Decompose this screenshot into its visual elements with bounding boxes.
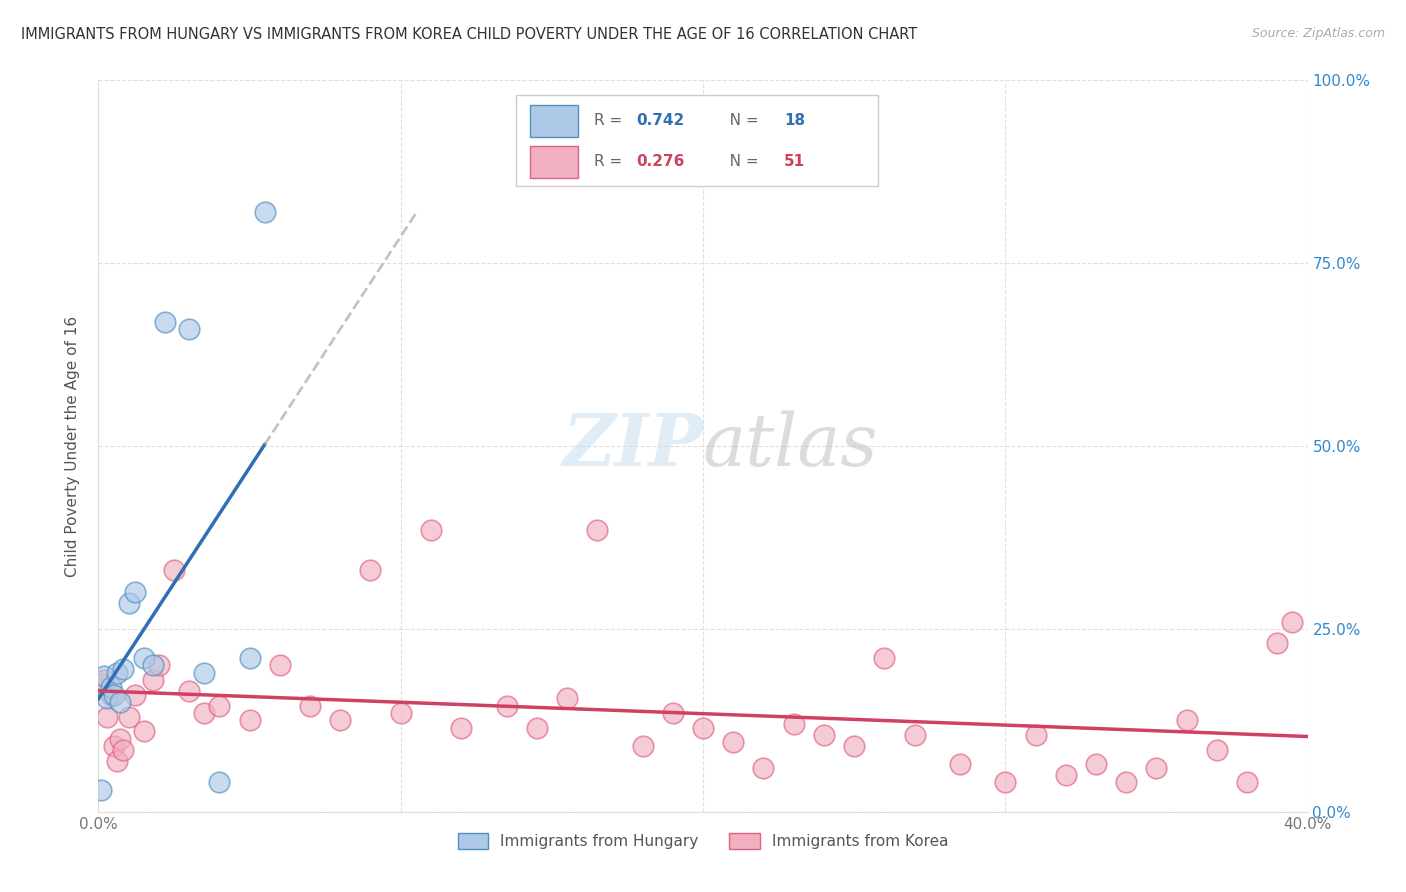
Text: 0.276: 0.276 [637, 154, 685, 169]
Point [90, 782, 112, 797]
FancyBboxPatch shape [530, 104, 578, 136]
Point [1175, 714, 1198, 728]
Text: R =: R = [595, 154, 627, 169]
Point [269, 658, 291, 673]
Point [132, 651, 155, 665]
Point [105, 665, 128, 680]
Point [813, 728, 835, 742]
Point [124, 585, 146, 599]
Point [208, 698, 231, 713]
Point [93, 669, 115, 683]
Y-axis label: Child Poverty Under the Age of 16: Child Poverty Under the Age of 16 [65, 316, 80, 576]
Text: 18: 18 [785, 113, 806, 128]
Legend: Immigrants from Hungary, Immigrants from Korea: Immigrants from Hungary, Immigrants from… [451, 827, 955, 855]
Point [1085, 757, 1108, 772]
Point [239, 714, 262, 728]
Text: 0.742: 0.742 [637, 113, 685, 128]
Text: IMMIGRANTS FROM HUNGARY VS IMMIGRANTS FROM KOREA CHILD POVERTY UNDER THE AGE OF : IMMIGRANTS FROM HUNGARY VS IMMIGRANTS FR… [21, 27, 917, 42]
Point [142, 673, 165, 687]
Point [153, 315, 176, 329]
Point [90, 676, 112, 690]
Point [783, 717, 806, 731]
Point [752, 761, 775, 775]
Point [450, 721, 472, 735]
Point [124, 688, 146, 702]
Point [299, 698, 322, 713]
Point [118, 596, 141, 610]
Point [179, 322, 201, 336]
Point [329, 714, 352, 728]
Point [994, 775, 1017, 789]
Point [389, 706, 412, 720]
Point [904, 728, 927, 742]
Point [873, 651, 896, 665]
Point [118, 709, 141, 723]
Point [163, 563, 186, 577]
Point [93, 673, 115, 687]
Point [1054, 768, 1077, 782]
Point [105, 754, 128, 768]
FancyBboxPatch shape [530, 145, 578, 178]
Point [111, 742, 134, 756]
Point [526, 721, 548, 735]
Point [108, 695, 131, 709]
Point [193, 706, 215, 720]
Text: R =: R = [595, 113, 627, 128]
Point [555, 691, 578, 706]
Point [1144, 761, 1167, 775]
Point [586, 523, 609, 537]
Point [661, 706, 683, 720]
Point [844, 739, 866, 753]
Point [1281, 615, 1303, 629]
Point [1115, 775, 1137, 789]
Point [100, 681, 122, 695]
Point [132, 724, 155, 739]
Text: Source: ZipAtlas.com: Source: ZipAtlas.com [1251, 27, 1385, 40]
Point [1024, 728, 1046, 742]
Point [360, 563, 382, 577]
Point [692, 721, 714, 735]
Point [495, 698, 517, 713]
Point [1267, 636, 1289, 650]
Text: atlas: atlas [703, 410, 879, 482]
Text: N =: N = [716, 113, 763, 128]
Text: ZIP: ZIP [562, 410, 703, 482]
Point [239, 651, 262, 665]
Point [96, 709, 118, 723]
Point [208, 775, 231, 789]
Point [148, 658, 170, 673]
Point [142, 658, 165, 673]
FancyBboxPatch shape [516, 95, 879, 186]
Point [103, 739, 125, 753]
Point [103, 688, 125, 702]
Text: 51: 51 [785, 154, 806, 169]
Point [723, 735, 745, 749]
Point [193, 665, 215, 680]
Point [108, 731, 131, 746]
Point [253, 205, 276, 219]
Point [1206, 742, 1229, 756]
Point [631, 739, 654, 753]
Point [111, 662, 134, 676]
Point [96, 691, 118, 706]
Text: N =: N = [716, 154, 763, 169]
Point [100, 688, 122, 702]
Point [1236, 775, 1258, 789]
Point [179, 684, 201, 698]
Point [949, 757, 972, 772]
Point [420, 523, 443, 537]
